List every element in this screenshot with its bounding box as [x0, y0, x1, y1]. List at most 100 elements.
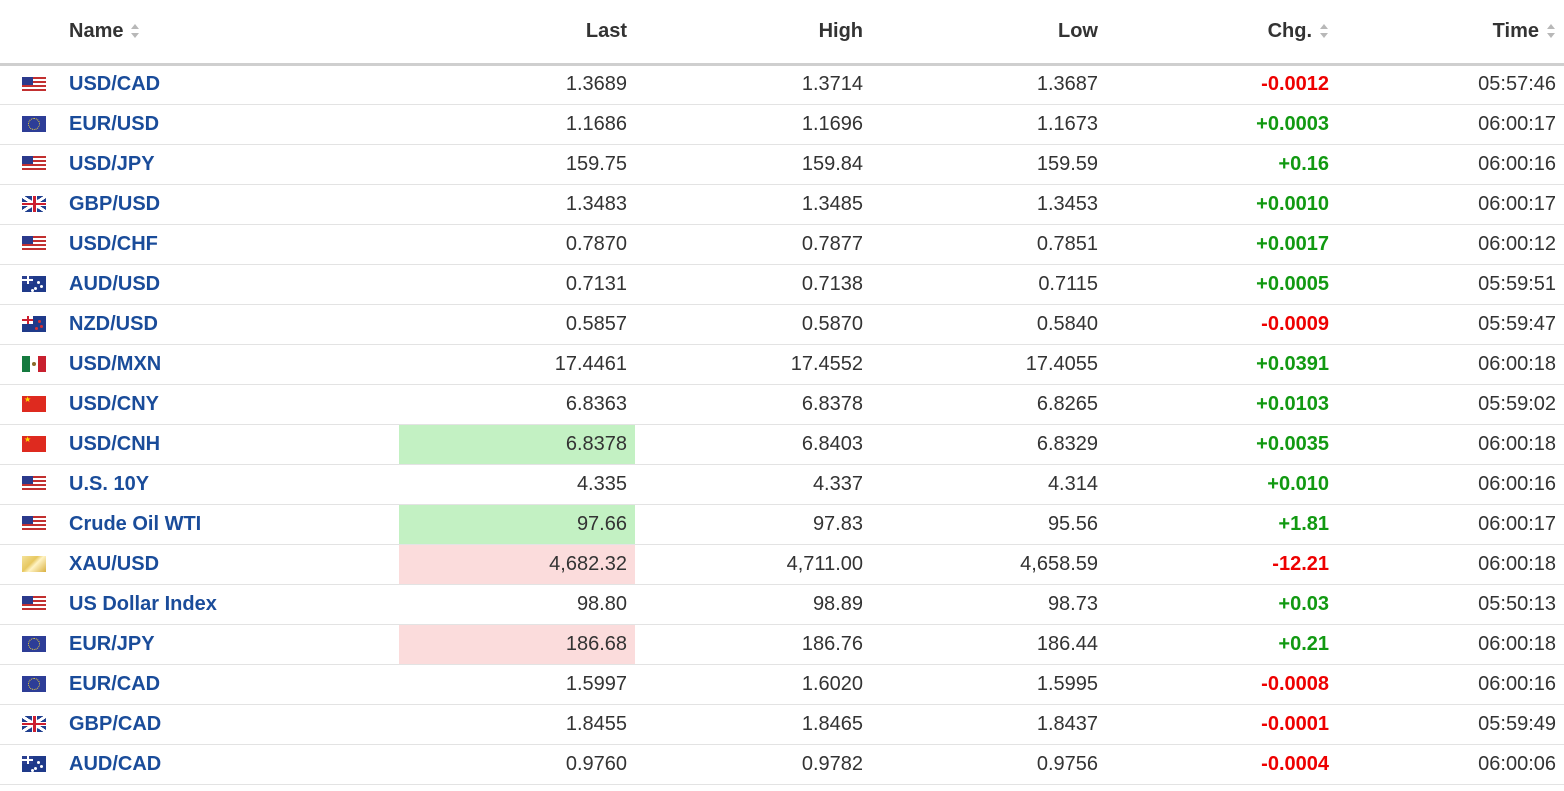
flag-cell — [0, 464, 60, 505]
time-cell: 06:00:16 — [1337, 664, 1564, 705]
instrument-link[interactable]: EUR/CAD — [69, 672, 161, 695]
chg-cell: -0.0008 — [1106, 664, 1337, 705]
sort-icon[interactable] — [1546, 23, 1556, 39]
gb-flag-icon — [22, 196, 46, 213]
header-name[interactable]: Name — [60, 0, 399, 66]
low-cell: 0.7115 — [871, 264, 1106, 305]
time-cell: 06:00:18 — [1337, 544, 1564, 585]
name-cell: USD/MXN — [60, 344, 399, 385]
au-flag-icon — [22, 756, 46, 773]
high-cell: 186.76 — [635, 624, 871, 665]
chg-cell: -0.0009 — [1106, 304, 1337, 345]
low-cell: 1.5995 — [871, 664, 1106, 705]
instrument-link[interactable]: USD/MXN — [69, 352, 162, 375]
header-row: Name Last High Low Chg. Time — [0, 0, 1564, 66]
chg-cell: +0.0391 — [1106, 344, 1337, 385]
chg-cell: -0.0012 — [1106, 64, 1337, 105]
high-cell: 0.7138 — [635, 264, 871, 305]
flag-cell — [0, 264, 60, 305]
last-cell: 1.8455 — [399, 704, 635, 745]
us-flag-icon — [22, 476, 46, 493]
low-cell: 0.7851 — [871, 224, 1106, 265]
chg-cell: +0.0017 — [1106, 224, 1337, 265]
time-cell: 06:00:17 — [1337, 184, 1564, 225]
last-cell: 17.4461 — [399, 344, 635, 385]
low-cell: 95.56 — [871, 504, 1106, 545]
header-chg-label: Chg. — [1267, 19, 1312, 42]
table-row: USD/CAD 1.3689 1.3714 1.3687 -0.0012 05:57:46 — [0, 64, 1564, 105]
name-cell: U.S. 10Y — [60, 464, 399, 505]
instrument-link[interactable]: Crude Oil WTI — [69, 512, 202, 535]
flag-cell — [0, 744, 60, 785]
last-cell: 0.9760 — [399, 744, 635, 785]
flag-cell — [0, 504, 60, 545]
high-cell: 97.83 — [635, 504, 871, 545]
flag-cell — [0, 144, 60, 185]
low-cell: 1.3453 — [871, 184, 1106, 225]
eu-flag-icon — [22, 676, 46, 693]
low-cell: 0.5840 — [871, 304, 1106, 345]
name-cell: USD/CAD — [60, 64, 399, 105]
low-cell: 4,658.59 — [871, 544, 1106, 585]
instrument-link[interactable]: AUD/CAD — [69, 752, 162, 775]
last-cell: 1.1686 — [399, 104, 635, 145]
header-last: Last — [399, 0, 635, 66]
instrument-link[interactable]: XAU/USD — [69, 552, 160, 575]
header-low-label: Low — [1058, 19, 1098, 42]
instrument-link[interactable]: EUR/USD — [69, 112, 160, 135]
header-high: High — [635, 0, 871, 66]
last-cell: 6.8363 — [399, 384, 635, 425]
instrument-link[interactable]: NZD/USD — [69, 312, 158, 335]
instrument-link[interactable]: USD/JPY — [69, 152, 155, 175]
chg-cell: +0.21 — [1106, 624, 1337, 665]
mx-flag-icon — [22, 356, 46, 373]
time-cell: 05:59:49 — [1337, 704, 1564, 745]
time-cell: 06:00:16 — [1337, 144, 1564, 185]
instrument-link[interactable]: USD/CHF — [69, 232, 158, 255]
table-row: NZD/USD 0.5857 0.5870 0.5840 -0.0009 05:59:47 — [0, 304, 1564, 345]
table-row: AUD/USD 0.7131 0.7138 0.7115 +0.0005 05:59:51 — [0, 264, 1564, 305]
header-high-label: High — [818, 19, 863, 42]
high-cell: 0.9782 — [635, 744, 871, 785]
time-cell: 06:00:16 — [1337, 464, 1564, 505]
time-cell: 05:59:51 — [1337, 264, 1564, 305]
header-time[interactable]: Time — [1337, 0, 1564, 66]
instrument-link[interactable]: EUR/JPY — [69, 632, 155, 655]
high-cell: 159.84 — [635, 144, 871, 185]
chg-cell: +0.03 — [1106, 584, 1337, 625]
flag-cell — [0, 584, 60, 625]
instrument-link[interactable]: GBP/CAD — [69, 712, 162, 735]
high-cell: 4.337 — [635, 464, 871, 505]
instrument-link[interactable]: USD/CAD — [69, 73, 161, 95]
last-cell: 0.5857 — [399, 304, 635, 345]
header-chg[interactable]: Chg. — [1106, 0, 1337, 66]
sort-icon[interactable] — [130, 23, 140, 39]
table-row: Crude Oil WTI 97.66 97.83 95.56 +1.81 06:00:1… — [0, 504, 1564, 545]
high-cell: 0.7877 — [635, 224, 871, 265]
chg-cell: +0.010 — [1106, 464, 1337, 505]
time-cell: 05:59:02 — [1337, 384, 1564, 425]
high-cell: 98.89 — [635, 584, 871, 625]
low-cell: 17.4055 — [871, 344, 1106, 385]
instrument-link[interactable]: USD/CNH — [69, 432, 161, 455]
header-flag — [0, 0, 60, 66]
flag-cell — [0, 544, 60, 585]
low-cell: 1.3687 — [871, 64, 1106, 105]
low-cell: 159.59 — [871, 144, 1106, 185]
high-cell: 4,711.00 — [635, 544, 871, 585]
sort-icon[interactable] — [1319, 23, 1329, 39]
instrument-link[interactable]: USD/CNY — [69, 392, 160, 415]
last-cell: 4,682.32 — [399, 544, 635, 585]
time-cell: 06:00:18 — [1337, 344, 1564, 385]
instrument-link[interactable]: GBP/USD — [69, 192, 161, 215]
us-flag-icon — [22, 76, 46, 93]
last-cell: 159.75 — [399, 144, 635, 185]
instrument-link[interactable]: AUD/USD — [69, 272, 161, 295]
time-cell: 06:00:17 — [1337, 504, 1564, 545]
time-cell: 05:59:47 — [1337, 304, 1564, 345]
table-row: AUD/CAD 0.9760 0.9782 0.9756 -0.0004 06:00:06 — [0, 744, 1564, 785]
instrument-link[interactable]: US Dollar Index — [69, 592, 217, 615]
instrument-link[interactable]: U.S. 10Y — [69, 472, 150, 495]
table-row: USD/JPY 159.75 159.84 159.59 +0.16 06:00:16 — [0, 144, 1564, 185]
low-cell: 186.44 — [871, 624, 1106, 665]
